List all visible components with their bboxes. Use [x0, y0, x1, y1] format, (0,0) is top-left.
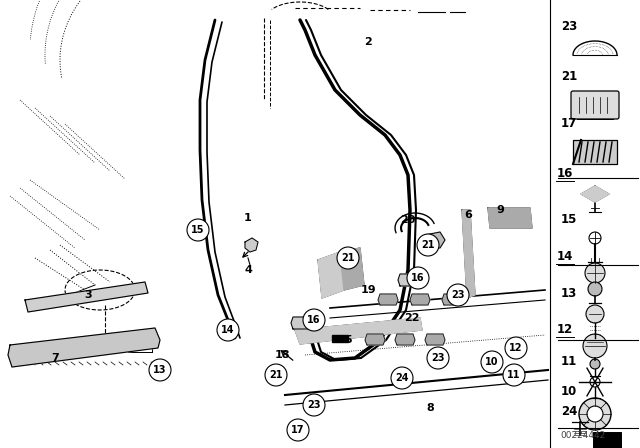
Text: 14: 14 [557, 250, 573, 263]
Text: 16: 16 [557, 167, 573, 180]
Polygon shape [245, 238, 258, 252]
Text: 22: 22 [404, 313, 420, 323]
Circle shape [585, 263, 605, 283]
Text: 23: 23 [561, 20, 577, 33]
Text: 16: 16 [307, 315, 321, 325]
Text: 15: 15 [191, 225, 205, 235]
Circle shape [588, 282, 602, 296]
Polygon shape [340, 248, 364, 290]
FancyBboxPatch shape [571, 91, 619, 119]
Text: 23: 23 [307, 400, 321, 410]
Circle shape [579, 398, 611, 430]
Text: 13: 13 [561, 287, 577, 300]
Text: 23: 23 [431, 353, 445, 363]
Circle shape [407, 267, 429, 289]
Polygon shape [462, 210, 475, 298]
Text: 10: 10 [561, 385, 577, 398]
Circle shape [187, 219, 209, 241]
Circle shape [590, 377, 600, 387]
Polygon shape [398, 274, 426, 286]
Text: 8: 8 [426, 403, 434, 413]
Circle shape [587, 406, 603, 422]
Text: 00224442: 00224442 [560, 431, 605, 440]
Polygon shape [8, 328, 160, 367]
Text: 5: 5 [344, 335, 352, 345]
Text: 1: 1 [244, 213, 252, 223]
Polygon shape [422, 232, 445, 248]
Polygon shape [25, 282, 148, 312]
Circle shape [391, 367, 413, 389]
Text: 17: 17 [291, 425, 305, 435]
Text: 21: 21 [421, 240, 435, 250]
Text: 4: 4 [244, 265, 252, 275]
Polygon shape [581, 186, 609, 202]
Circle shape [427, 347, 449, 369]
Text: 6: 6 [464, 210, 472, 220]
Polygon shape [410, 294, 430, 305]
Text: 11: 11 [508, 370, 521, 380]
Circle shape [417, 234, 439, 256]
Circle shape [303, 394, 325, 416]
Circle shape [287, 419, 309, 441]
Text: 12: 12 [557, 323, 573, 336]
Text: 19: 19 [360, 285, 376, 295]
Text: 9: 9 [496, 205, 504, 215]
Circle shape [505, 337, 527, 359]
Text: 12: 12 [509, 343, 523, 353]
Polygon shape [378, 294, 398, 305]
Polygon shape [365, 334, 385, 345]
Circle shape [303, 309, 325, 331]
Circle shape [503, 364, 525, 386]
Text: 16: 16 [412, 273, 425, 283]
Circle shape [589, 232, 601, 244]
Text: 17: 17 [561, 117, 577, 130]
Circle shape [481, 351, 503, 373]
Polygon shape [318, 252, 344, 298]
Circle shape [447, 284, 469, 306]
Polygon shape [442, 294, 462, 305]
Circle shape [265, 364, 287, 386]
Polygon shape [425, 334, 445, 345]
Text: 23: 23 [451, 290, 465, 300]
Text: 24: 24 [396, 373, 409, 383]
Text: 15: 15 [561, 213, 577, 226]
Polygon shape [395, 334, 415, 345]
Polygon shape [332, 335, 348, 342]
Text: 18: 18 [275, 350, 290, 360]
Circle shape [217, 319, 239, 341]
Bar [573, 140, 617, 164]
Circle shape [149, 359, 171, 381]
Text: 7: 7 [51, 353, 59, 363]
Text: 13: 13 [153, 365, 167, 375]
Bar [593, 432, 621, 448]
Text: 2: 2 [364, 37, 372, 47]
Text: 21: 21 [561, 70, 577, 83]
Circle shape [337, 247, 359, 269]
Polygon shape [295, 318, 422, 344]
Circle shape [583, 334, 607, 358]
Circle shape [590, 359, 600, 369]
Circle shape [586, 305, 604, 323]
Polygon shape [291, 317, 319, 329]
Text: 21: 21 [341, 253, 355, 263]
Text: 21: 21 [269, 370, 283, 380]
Text: 20: 20 [400, 215, 416, 225]
Text: 14: 14 [221, 325, 235, 335]
Text: 11: 11 [561, 355, 577, 368]
Polygon shape [488, 208, 532, 228]
Text: 3: 3 [84, 290, 92, 300]
Text: 10: 10 [485, 357, 499, 367]
Text: 24: 24 [561, 405, 577, 418]
